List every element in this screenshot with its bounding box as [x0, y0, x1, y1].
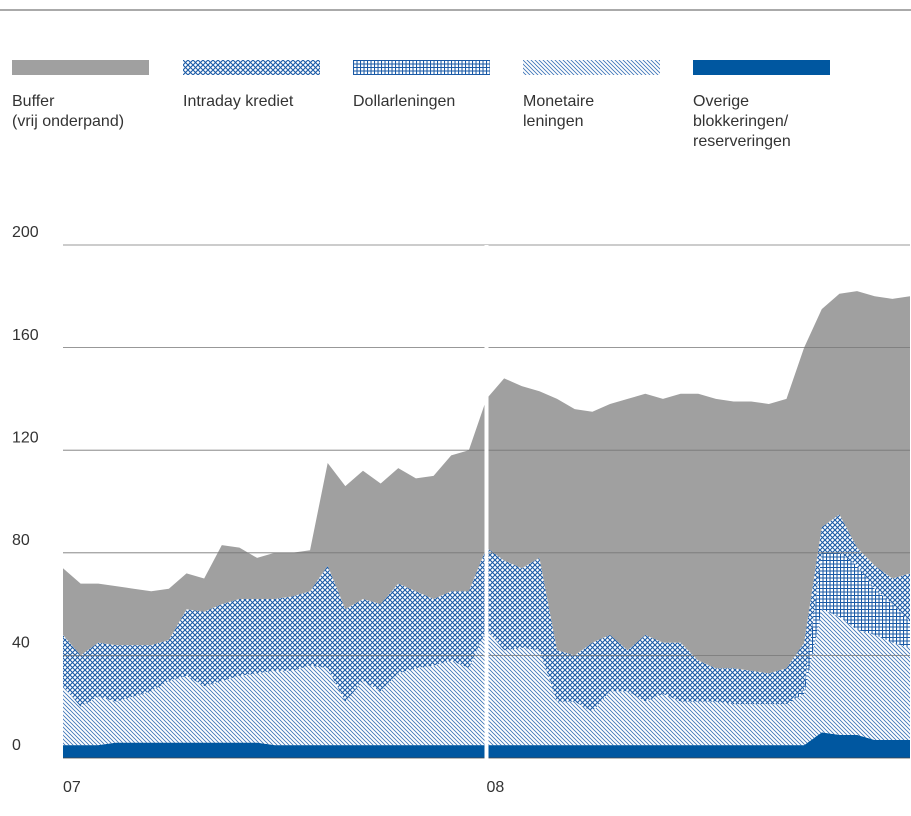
legend-item: Dollarleningen: [353, 60, 513, 112]
legend-label: Intraday krediet: [183, 93, 294, 110]
x-tick-label: 07: [63, 779, 81, 796]
legend-label: Buffer (vrij onderpand): [12, 93, 125, 130]
y-tick-label: 80: [12, 532, 30, 549]
y-tick-label: 40: [12, 635, 30, 652]
area: [63, 552, 910, 712]
legend-swatch: [523, 60, 660, 75]
legend-swatch: [353, 60, 490, 75]
y-tick-label: 200: [12, 224, 39, 241]
y-tick-label: 0: [12, 737, 21, 754]
legend-swatch: [693, 60, 830, 75]
legend-swatch: [12, 60, 149, 75]
legend-item: Monetaire leningen: [523, 60, 683, 132]
legend-label: Overige blokkeringen/ reserveringen: [693, 93, 791, 150]
legend-label: Dollarleningen: [353, 93, 456, 110]
x-tick-label: 08: [487, 779, 505, 796]
legend-item: Overige blokkeringen/ reserveringen: [693, 60, 853, 152]
y-tick-label: 160: [12, 327, 39, 344]
legend-swatch: [183, 60, 320, 75]
y-tick-label: 120: [12, 429, 39, 446]
legend-label: Monetaire leningen: [523, 93, 595, 130]
legend-item: Intraday krediet: [183, 60, 343, 112]
legend-item: Buffer (vrij onderpand): [12, 60, 172, 132]
